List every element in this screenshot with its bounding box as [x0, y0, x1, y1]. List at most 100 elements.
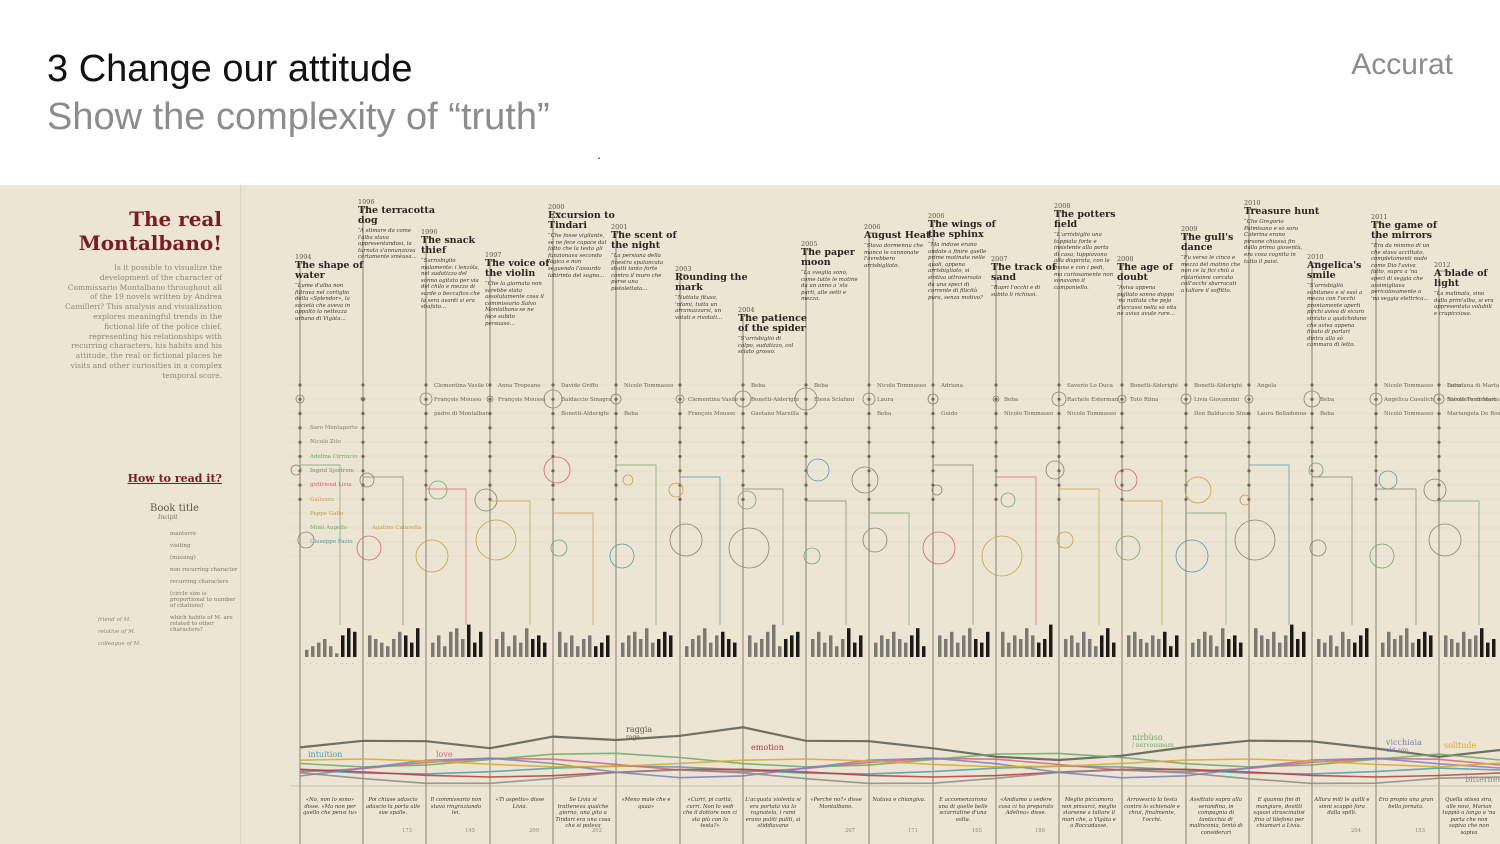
citation-circle: [737, 490, 757, 510]
habit-bar: [1359, 635, 1363, 657]
habit-glyph: ·: [1346, 661, 1348, 667]
character-dot: [678, 412, 682, 416]
character-dot: [614, 483, 618, 487]
habit-glyph: ·: [575, 661, 577, 667]
book-title[interactable]: The patience of the spider: [738, 313, 807, 334]
book-title[interactable]: A blade of light: [1434, 268, 1488, 289]
character-label: girlfriend Livia: [310, 482, 352, 489]
book-title[interactable]: The paper moon: [801, 247, 855, 268]
book-title[interactable]: Treasure hunt: [1244, 206, 1320, 217]
character-dot: [1374, 469, 1378, 473]
citation-circle: [1369, 543, 1395, 569]
book-title[interactable]: The game of the mirrors: [1371, 220, 1437, 241]
habit-bar: [796, 631, 800, 657]
character-dot: [298, 397, 302, 401]
character-dot: [678, 397, 682, 401]
relation-line: [869, 512, 910, 625]
book-title[interactable]: The voice of the violin: [485, 258, 550, 279]
character-dot: [488, 397, 492, 401]
habit-glyph: ·: [732, 661, 734, 667]
habit-bar: [1076, 642, 1080, 657]
book-title[interactable]: The shape of water: [295, 260, 364, 281]
book-incipit: “Che fosse vigilante, se ne fece capace …: [548, 233, 607, 279]
book-title[interactable]: The gull's dance: [1181, 232, 1234, 253]
habit-glyph: ·: [409, 661, 411, 667]
habit-bar: [479, 631, 483, 657]
secondary-character-label: Beba: [751, 383, 766, 389]
character-dot: [298, 426, 302, 430]
habit-bar: [633, 631, 637, 657]
character-dot: [867, 440, 871, 444]
book-header: 2006 The wings of the sphinx “Ma indove er…: [928, 212, 1006, 301]
habit-bar: [537, 635, 541, 657]
habit-glyph: ·: [1144, 661, 1146, 667]
habit-bar: [1411, 642, 1415, 657]
character-dot: [678, 497, 682, 501]
habit-bar: [1106, 628, 1110, 657]
habit-bar: [823, 642, 827, 657]
habit-glyph: ·: [903, 661, 905, 667]
habit-glyph: ·: [846, 661, 848, 667]
book-title[interactable]: The wings of the sphinx: [928, 219, 996, 240]
habit-bar: [311, 646, 315, 657]
page-count: 209: [528, 828, 540, 834]
habit-bar: [1163, 631, 1167, 657]
habit-glyph: ·: [852, 661, 854, 667]
book-title[interactable]: Excursion to Tindari: [548, 210, 615, 231]
habit-glyph: ·: [478, 661, 480, 667]
citation-circle: [295, 394, 305, 404]
habit-glyph: ·: [1226, 661, 1228, 667]
citation-circle: [1115, 535, 1141, 561]
habit-bar: [1492, 639, 1496, 657]
book-title[interactable]: Rounding the mark: [675, 272, 748, 293]
habit-glyph: ·: [668, 661, 670, 667]
habit-glyph: ·: [403, 661, 405, 667]
habit-glyph: ·: [1491, 661, 1493, 667]
character-dot: [298, 440, 302, 444]
citation-circle: [1117, 394, 1127, 404]
book-title[interactable]: The snack thief: [421, 235, 476, 256]
habit-glyph: ·: [328, 661, 330, 667]
book-title[interactable]: The terracotta dog: [358, 205, 435, 226]
habit-bar: [1094, 646, 1098, 657]
citation-circle: [1056, 531, 1074, 549]
citation-circle: [1234, 519, 1276, 561]
character-dot: [1437, 440, 1441, 444]
habit-bar: [594, 646, 598, 657]
character-dot: [1374, 483, 1378, 487]
book-title[interactable]: The scent of the night: [611, 230, 677, 251]
closing-quote: Allura miti le quilli e sinni scappò for…: [1314, 797, 1370, 816]
secondary-character-label: Laura Belladonna: [1257, 411, 1307, 417]
character-dot: [614, 440, 618, 444]
character-dot: [1247, 483, 1251, 487]
citation-circle: [1244, 394, 1254, 404]
habit-bar: [329, 646, 333, 657]
habit-glyph: ·: [973, 661, 975, 667]
habit-glyph: ·: [442, 661, 444, 667]
habit-glyph: ·: [1386, 661, 1388, 667]
book-title[interactable]: The potters field: [1054, 209, 1116, 230]
book-header: 2004 The patience of the spider “S'arrisbi…: [738, 306, 816, 356]
habit-glyph: ·: [828, 661, 830, 667]
book-title[interactable]: August Heat: [864, 230, 931, 241]
secondary-character-label: Bonetti-Alderighi: [561, 411, 609, 417]
citation-circle: [474, 488, 498, 512]
book-title[interactable]: Angelica's smile: [1307, 260, 1362, 281]
secondary-character-label: Nicolò Tommaseo: [877, 383, 927, 389]
character-dot: [361, 497, 365, 501]
habit-glyph: ·: [1328, 661, 1330, 667]
habit-glyph: ·: [1105, 661, 1107, 667]
habit-bar: [558, 631, 562, 657]
habit-bar: [968, 628, 972, 657]
habit-bar: [1215, 646, 1219, 657]
how-to-read-link[interactable]: How to read it?: [127, 472, 222, 485]
habit-glyph: ·: [644, 661, 646, 667]
book-title[interactable]: The track of sand: [991, 262, 1056, 283]
habit-glyph: ·: [834, 661, 836, 667]
habit-bar: [582, 639, 586, 657]
book-title[interactable]: The age of doubt: [1117, 262, 1173, 283]
character-label: Galluzzo: [310, 496, 334, 503]
page-count: 188: [1034, 828, 1046, 834]
citation-circle: [862, 527, 888, 553]
habit-glyph: ·: [961, 661, 963, 667]
